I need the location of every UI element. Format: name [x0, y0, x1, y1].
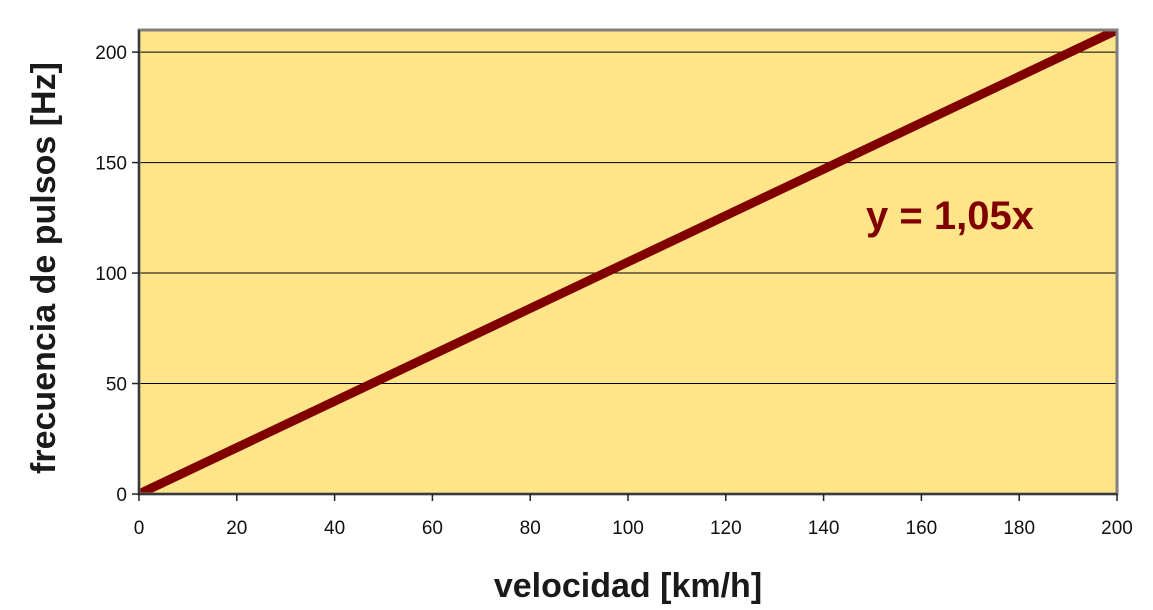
- x-axis-title: velocidad [km/h]: [494, 567, 762, 605]
- y-tick-label-150: 150: [95, 154, 127, 175]
- x-tick-label-200: 200: [1101, 518, 1133, 539]
- y-axis-title: frecuencia de pulsos [Hz]: [25, 62, 63, 474]
- y-tick-label-0: 0: [116, 485, 127, 506]
- gridlines: [139, 51, 1117, 385]
- y-tick-label-200: 200: [95, 43, 127, 64]
- x-tick-label-140: 140: [808, 518, 840, 539]
- y-tick-label-100: 100: [95, 264, 127, 285]
- x-tick-label-120: 120: [710, 518, 742, 539]
- equation-annotation: y = 1,05x: [866, 194, 1034, 238]
- series-layer: [139, 30, 1117, 494]
- x-tick-label-60: 60: [422, 518, 443, 539]
- x-tick-label-80: 80: [520, 518, 541, 539]
- axes: [132, 30, 1118, 501]
- x-tick-label-40: 40: [324, 518, 345, 539]
- tick-labels: 0 50 100 150 200 0 20 40 60 80 100 120 140 160 180 200: [95, 43, 1133, 539]
- x-tick-label-100: 100: [612, 518, 644, 539]
- series-line-1: [139, 30, 1117, 494]
- x-tick-label-160: 160: [906, 518, 938, 539]
- x-tick-label-0: 0: [134, 518, 145, 539]
- x-tick-label-180: 180: [1003, 518, 1035, 539]
- x-tick-label-20: 20: [226, 518, 247, 539]
- y-tick-label-50: 50: [106, 375, 127, 396]
